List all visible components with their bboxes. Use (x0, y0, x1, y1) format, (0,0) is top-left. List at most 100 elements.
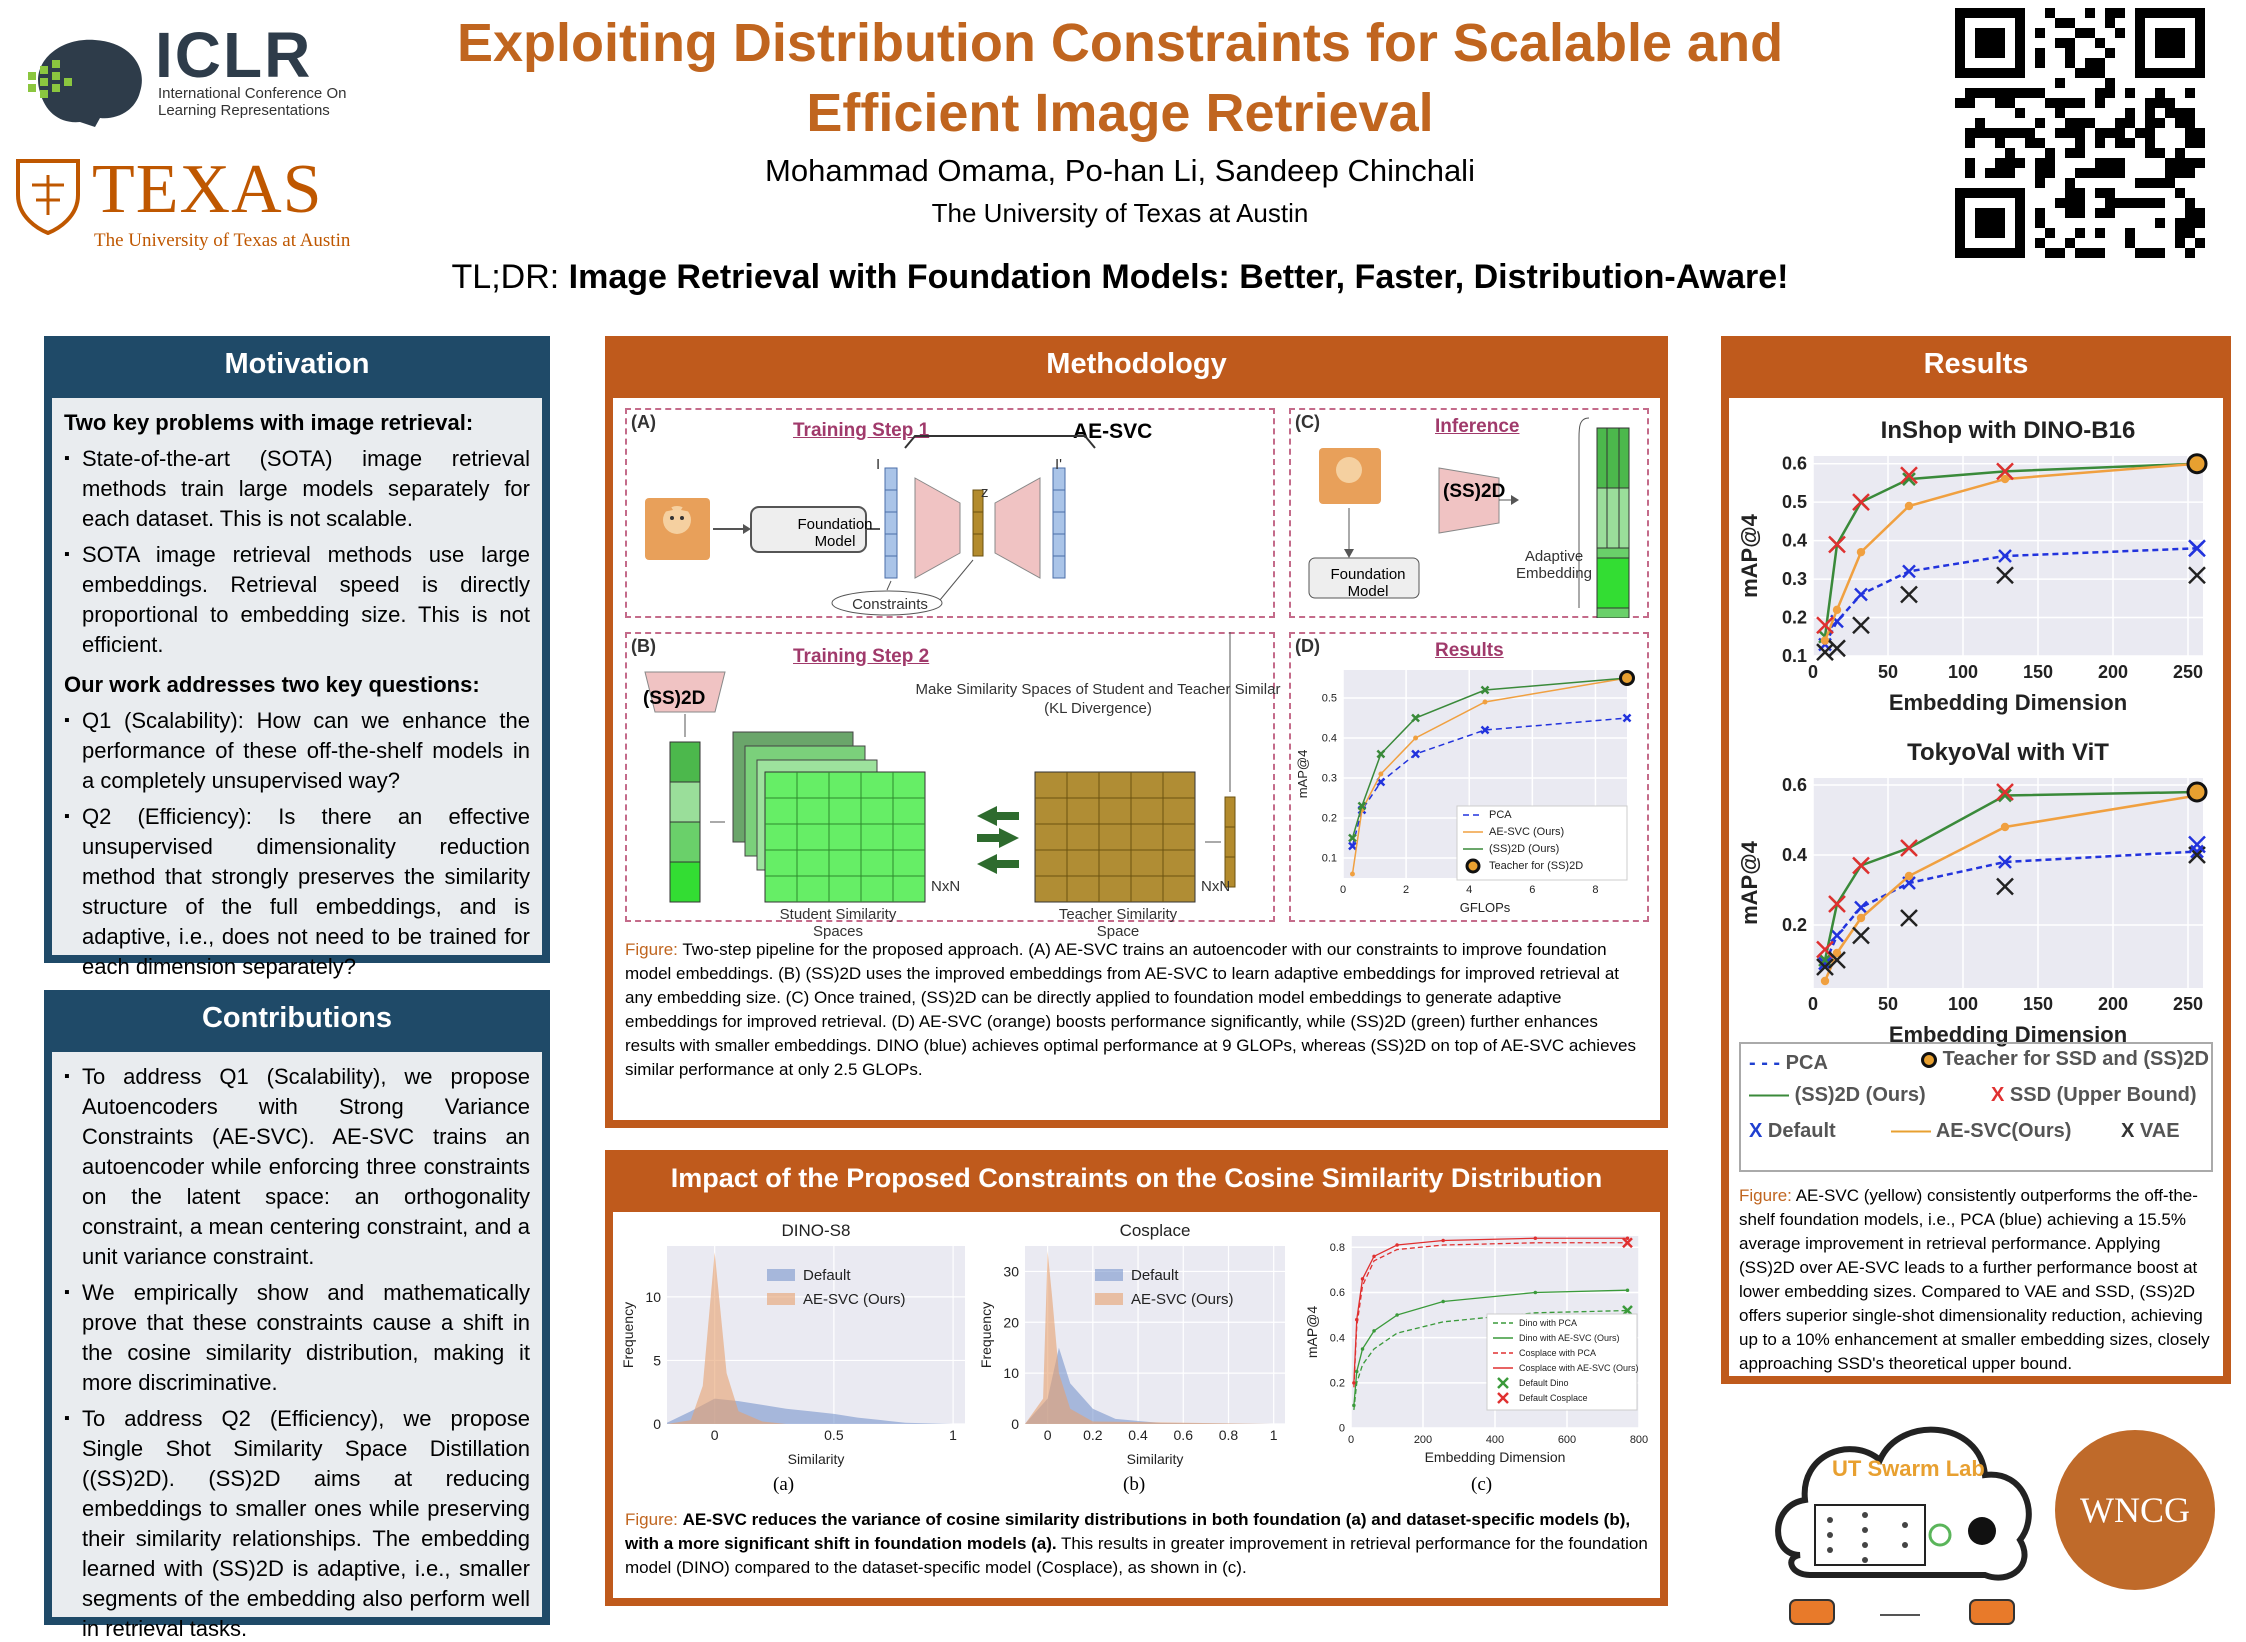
data-point (1816, 643, 1834, 662)
legend-label: (SS)2D (Ours) (1489, 843, 1559, 855)
contributions-heading: Contributions (44, 990, 550, 1046)
tldr-text: Image Retrieval with Foundation Models: … (568, 258, 1789, 296)
data-point (1357, 801, 1367, 811)
training-step1-box (625, 408, 1275, 618)
y-tick-label: 30 (1003, 1263, 1019, 1279)
results-caption-text: AE-SVC (yellow) consistently outperforms… (1739, 1186, 2210, 1373)
legend-label: AE-SVC (Ours) (1131, 1291, 1234, 1308)
legend-label: AE-SVC (Ours) (1489, 826, 1564, 838)
y-tick-label: 0.2 (1330, 1377, 1345, 1389)
adaptive-embedding-label: Adaptive Embedding (1516, 548, 1592, 582)
label-a: (A) (631, 412, 656, 432)
x-tick-label: 250 (2173, 662, 2203, 682)
x-tick-label: 0.4 (1128, 1427, 1148, 1443)
series-line (1823, 462, 2198, 637)
y-axis-label: Frequency (978, 1302, 994, 1368)
y-axis-label: mAP@4 (1295, 750, 1310, 799)
ut-shield-icon (16, 159, 80, 235)
y-tick-label: 0.8 (1330, 1242, 1345, 1254)
data-point (1411, 749, 1420, 759)
legend-label: Cosplace with PCA (1519, 1348, 1596, 1358)
data-point (2000, 474, 2010, 484)
data-point (1856, 547, 1866, 557)
authors: Mohammad Omama, Po-han Li, Sandeep Chinc… (765, 153, 1475, 188)
methodology-body: (A) Training Step 1 AE-SVC Foundation Mo… (613, 398, 1660, 1120)
data-point (1852, 616, 1870, 635)
caption-text: Two-step pipeline for the proposed appro… (625, 940, 1636, 1079)
data-point (1852, 926, 1870, 945)
y-tick-label: 0.3 (1322, 773, 1337, 785)
x-tick-label: 6 (1529, 884, 1535, 896)
dino-hist-chart: 0 0.5 10510DINO-S8SimilarityFrequencyDefau… (620, 1221, 965, 1467)
data-point (1372, 1254, 1376, 1259)
data-point (1619, 670, 1635, 686)
impact-caption-prefix: Figure: (625, 1510, 678, 1529)
data-point (1378, 771, 1384, 777)
data-point (2188, 539, 2206, 558)
y-tick-label: 0 (653, 1416, 661, 1432)
chart-title: Cosplace (1120, 1221, 1191, 1240)
series-line (1353, 1237, 1628, 1383)
impact-caption: Figure: AE-SVC reduces the variance of c… (625, 1508, 1651, 1580)
legend-aesvc: AE-SVC(Ours) (1935, 1120, 2072, 1142)
data-point (1441, 1238, 1445, 1243)
results-panel: Results 0 50 100 150 200 250 0.1 0.2 0.3 0.4 0.5 0.… (1721, 336, 2231, 1384)
data-point (1852, 856, 1870, 875)
x-tick-label: 0 (1340, 884, 1346, 896)
methodology-caption: Figure: Two-step pipeline for the propos… (625, 938, 1651, 1082)
x-tick-label: 150 (2023, 662, 2053, 682)
data-point (1828, 951, 1846, 969)
data-point (1900, 585, 1918, 604)
data-point (1904, 501, 1914, 511)
y-tick-label: 0.2 (1782, 915, 1807, 935)
x-tick-label: 800 (1630, 1434, 1648, 1446)
chart-title: TokyoVal with ViT (1907, 739, 2109, 766)
y-tick-label: 0.6 (1330, 1287, 1345, 1299)
legend-label: Cosplace with AE-SVC (Ours) (1519, 1363, 1639, 1373)
x-tick-label: 1 (949, 1427, 957, 1443)
x-tick-label: 2 (1403, 884, 1409, 896)
data-point (1998, 788, 2012, 803)
x-tick-label: 0.5 (824, 1427, 844, 1443)
iclr-logo-subtitle: International Conference On Learning Rep… (158, 85, 347, 119)
data-point (1533, 1236, 1538, 1241)
ae-svc-diagram (645, 435, 1096, 616)
legend-vae: VAE (2139, 1120, 2180, 1142)
data-point (1622, 1237, 1633, 1249)
inference-box (1289, 408, 1649, 618)
data-point (1482, 699, 1488, 705)
data-point (1996, 783, 2014, 801)
x-tick-label: 1 (1270, 1427, 1278, 1443)
data-point (1348, 833, 1357, 843)
series-line (1353, 1289, 1628, 1406)
y-tick-label: 10 (645, 1289, 661, 1305)
legend-teacher: Teacher for SSD and (SS)2D (1942, 1048, 2209, 1070)
x-tick-label: 150 (2023, 994, 2053, 1014)
data-point (1350, 871, 1355, 877)
data-point (1625, 1288, 1630, 1292)
legend-ss2d: (SS)2D (Ours) (1794, 1084, 1926, 1106)
training-step1-label: Training Step 1 (793, 420, 930, 441)
qr-code[interactable] (1950, 8, 2210, 258)
data-point (1480, 725, 1490, 735)
legend-label: Dino with PCA (1519, 1318, 1577, 1328)
data-point (1348, 841, 1357, 851)
results-caption-prefix: Figure: (1739, 1186, 1792, 1205)
motivation-body: Two key problems with image retrieval: S… (52, 398, 542, 979)
impact-caption-bold: AE-SVC reduces the variance of cosine si… (625, 1510, 1631, 1553)
y-tick-label: 0.4 (1782, 845, 1807, 865)
data-point (1395, 1243, 1399, 1247)
data-point (2186, 781, 2208, 803)
sub-c: (c) (1471, 1474, 1493, 1495)
constraints-label: Constraints (852, 596, 928, 613)
results-caption: Figure: AE-SVC (yellow) consistently out… (1739, 1184, 2215, 1376)
data-point (1376, 749, 1386, 759)
legend-label: Default Cosplace (1519, 1393, 1588, 1403)
data-point (1854, 587, 1868, 602)
y-axis-label: Frequency (620, 1302, 636, 1368)
sub-a: (a) (773, 1474, 795, 1495)
y-tick-label: 5 (653, 1352, 661, 1368)
x-tick-label: 0 (1808, 994, 1818, 1014)
nxn-label-teacher: NxN (1201, 878, 1231, 895)
label-b: (B) (631, 636, 656, 656)
